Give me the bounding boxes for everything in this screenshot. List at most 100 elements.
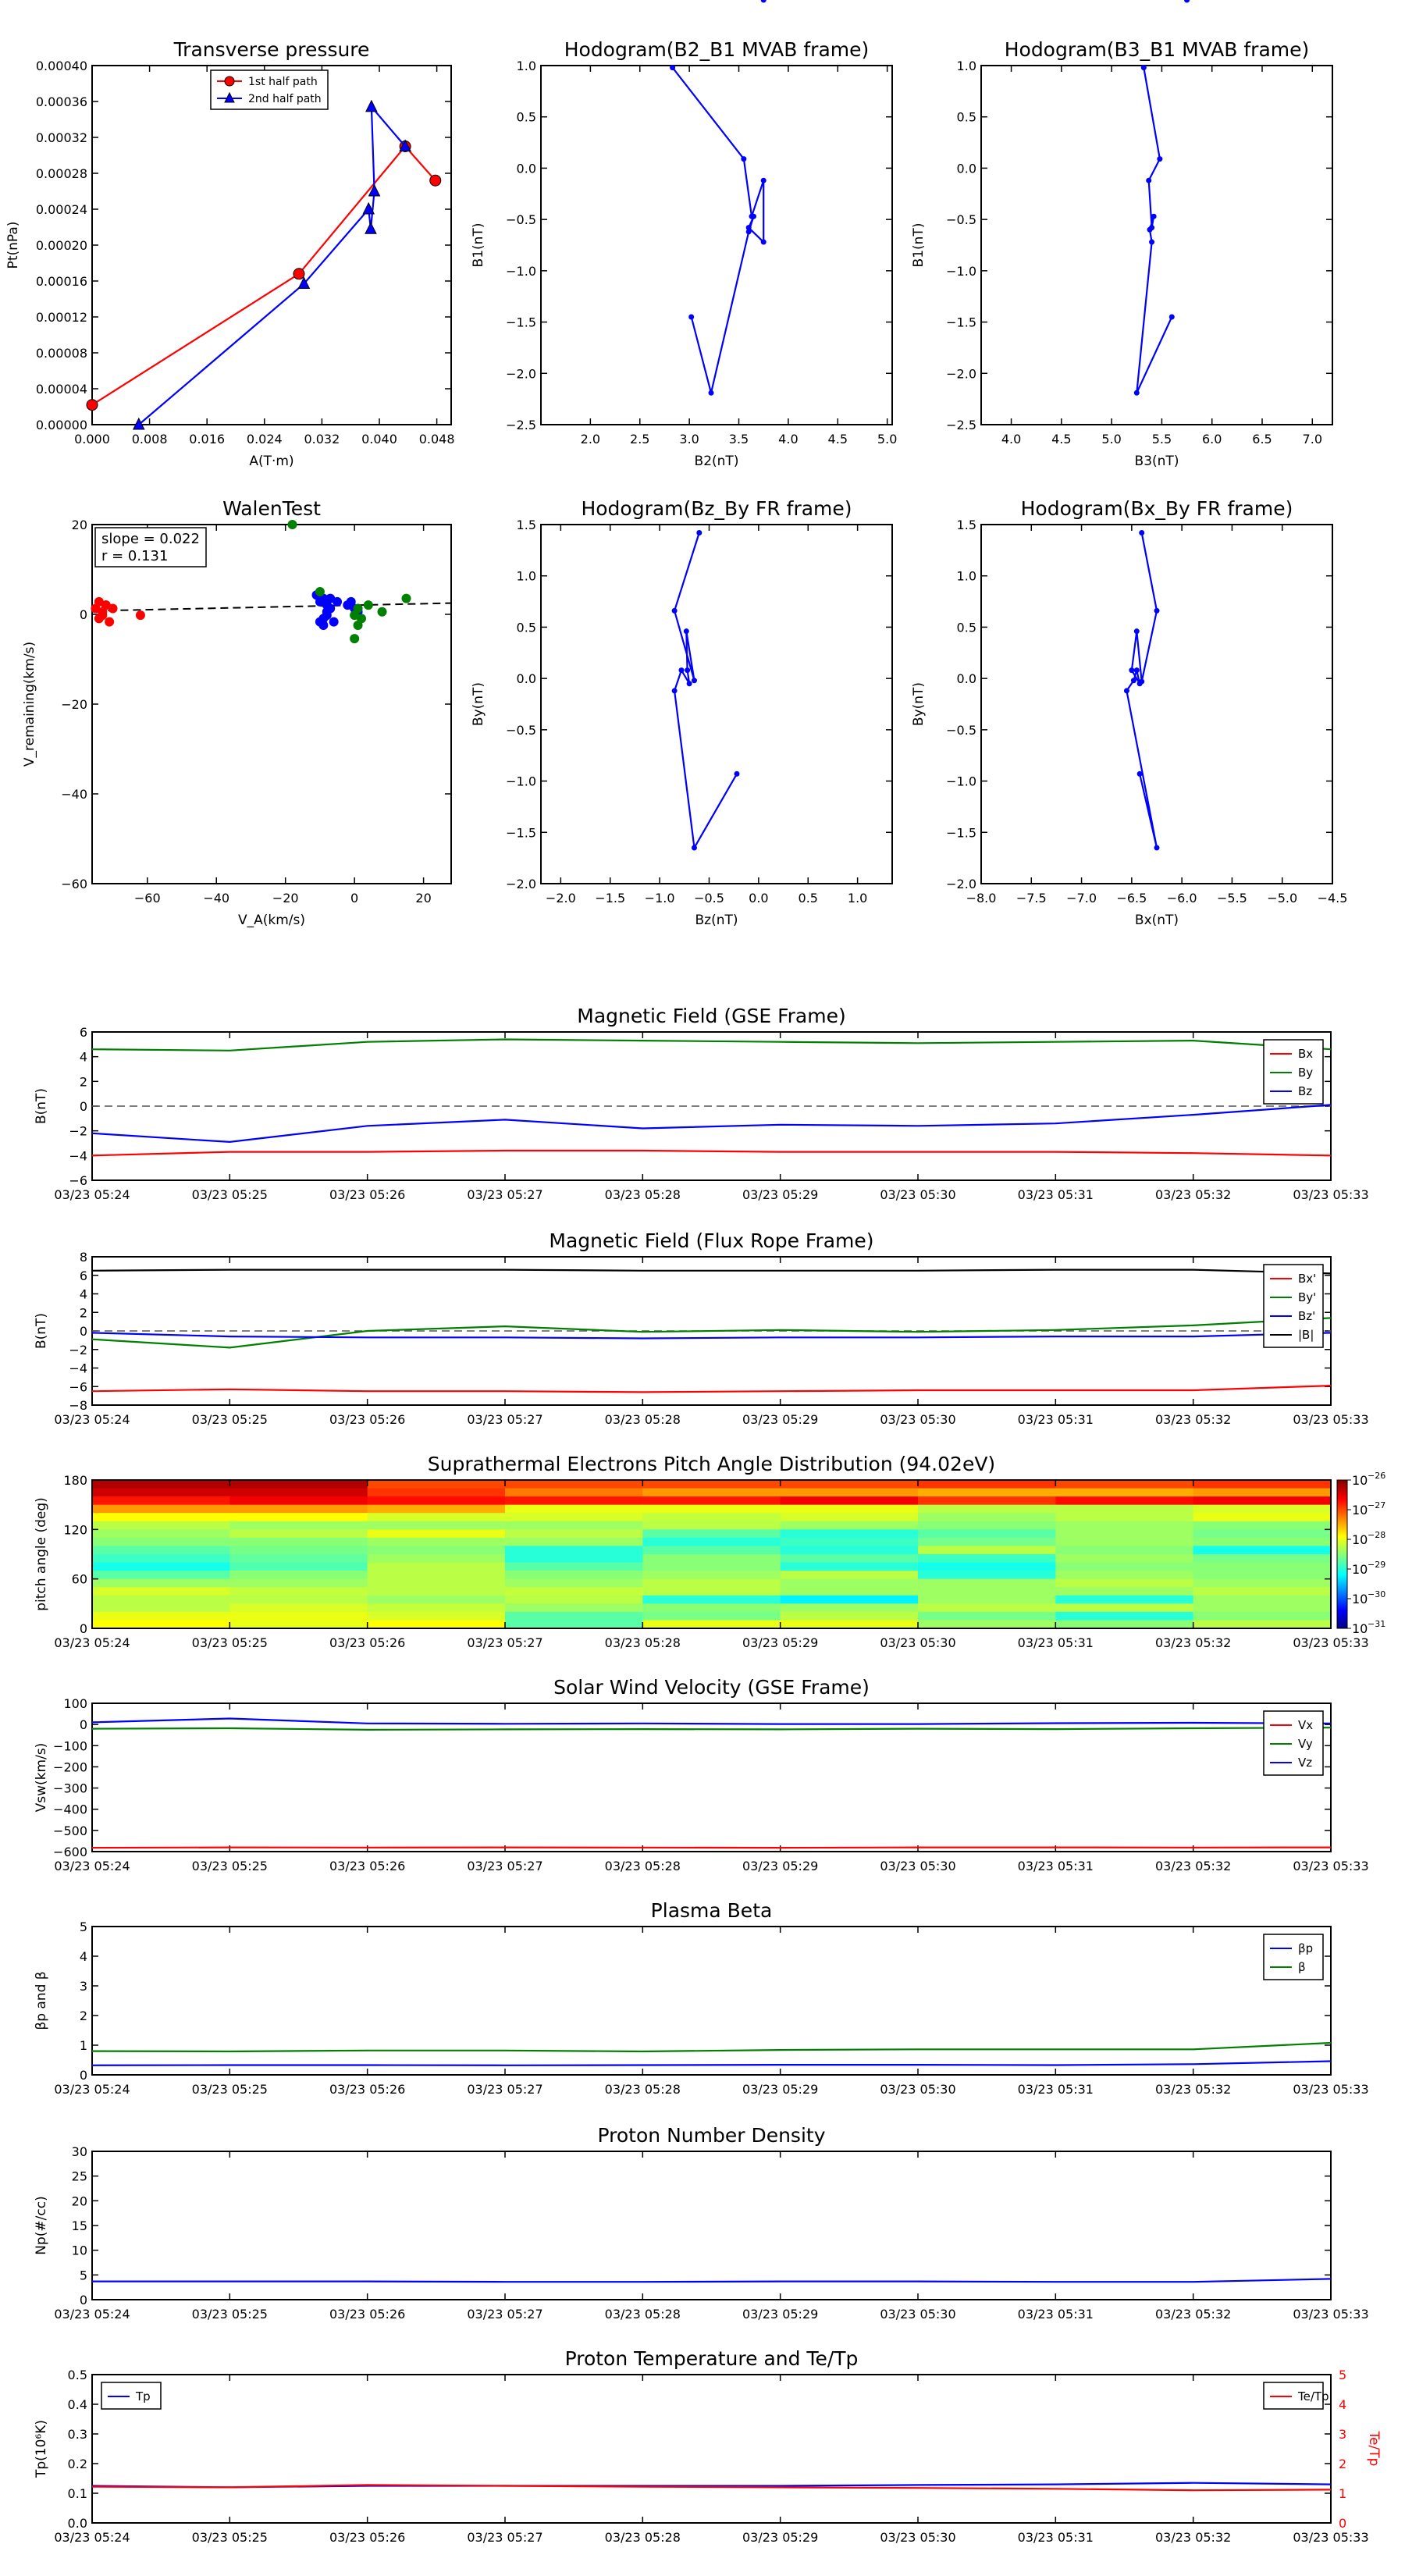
- time-tick-label: 03/23 05:28: [605, 1187, 681, 1202]
- y-tick-label: −1.0: [946, 264, 976, 279]
- heatmap-cell: [367, 1480, 506, 1489]
- x-tick-label: 1.0: [848, 891, 867, 906]
- series-line: [91, 1038, 1332, 1051]
- plot-frame: [980, 65, 1333, 425]
- y-tick-label: 0.00008: [36, 346, 87, 361]
- y-tick-label: −500: [53, 1823, 87, 1838]
- heatmap-cell: [918, 1571, 1056, 1580]
- y-tick-label: 5: [80, 2268, 87, 2282]
- x-tick-label: 0.040: [361, 432, 397, 447]
- y-tick-label: 4: [80, 1050, 87, 1065]
- data-point: [293, 268, 305, 280]
- hodogram-point: [1146, 177, 1152, 183]
- heatmap-cell: [92, 1578, 230, 1588]
- time-tick-label: 03/23 05:27: [467, 2530, 542, 2545]
- heatmap-cell: [505, 1587, 643, 1596]
- time-tick-label: 03/23 05:28: [605, 1635, 681, 1650]
- scatter-point: [98, 610, 108, 621]
- hodogram-point: [1157, 156, 1163, 162]
- time-tick-label: 03/23 05:32: [1155, 1635, 1231, 1650]
- legend-marker: [224, 91, 235, 103]
- y-tick-label: −6: [69, 1173, 87, 1188]
- y-tick-label: −1.0: [506, 774, 536, 789]
- scatter-point: [318, 620, 329, 630]
- y-tick-label: 0.5: [517, 620, 536, 635]
- y-tick-label: 5: [80, 1920, 87, 1934]
- time-tick-label: 03/23 05:26: [329, 1635, 405, 1650]
- y-tick-label: −2.5: [946, 418, 976, 432]
- heatmap-cell: [92, 1554, 230, 1564]
- series-line: [91, 1385, 1332, 1393]
- y-tick-label: −4: [69, 1148, 87, 1163]
- x-tick-label: 0.0: [749, 891, 768, 906]
- x-tick-label: 0: [350, 891, 358, 906]
- y-tick-label: 0.00036: [36, 94, 87, 109]
- heatmap-cell: [918, 1620, 1056, 1629]
- y-tick-label: −2.0: [946, 877, 976, 891]
- x-tick-label: −6.5: [1116, 891, 1147, 906]
- time-tick-label: 03/23 05:31: [1018, 1412, 1094, 1427]
- x-tick-label: −20: [272, 891, 299, 906]
- heatmap-cell: [92, 1529, 230, 1539]
- heatmap-cell: [918, 1611, 1056, 1621]
- series-line: [92, 2278, 1332, 2283]
- time-tick-label: 03/23 05:24: [54, 2530, 130, 2545]
- heatmap-cell: [229, 1504, 368, 1514]
- heatmap-cell: [1055, 1587, 1194, 1596]
- y-tick-label: −1.5: [506, 315, 536, 330]
- hodogram-point: [1151, 213, 1157, 219]
- heatmap-cell: [780, 1571, 919, 1580]
- time-tick-label: 03/23 05:32: [1155, 2307, 1231, 2322]
- y-tick-label: 0.00040: [36, 59, 87, 73]
- y-tick-label: −2: [69, 1343, 87, 1357]
- heatmap-cell: [92, 1521, 230, 1530]
- y-tick-label: −1.5: [946, 825, 976, 840]
- time-tick-label: 03/23 05:25: [192, 1635, 268, 1650]
- heatmap-cell: [367, 1488, 506, 1497]
- y-tick-label: 0: [80, 2293, 87, 2307]
- heatmap-cell: [505, 1504, 643, 1514]
- chart-title: Hodogram(Bx_By FR frame): [1021, 497, 1293, 520]
- y-tick-label: 0.00024: [36, 202, 87, 217]
- y-tick-label: 0.1: [68, 2486, 87, 2501]
- scatter-point: [350, 610, 360, 621]
- heatmap-cell: [780, 1488, 919, 1497]
- hodogram-point: [745, 229, 752, 235]
- heatmap-cell: [1055, 1504, 1194, 1514]
- y-tick-label: 20: [72, 2194, 87, 2208]
- heatmap-cell: [367, 1546, 506, 1555]
- heatmap-cell: [918, 1488, 1056, 1497]
- series-line: [91, 2041, 1332, 2053]
- heatmap-cell: [918, 1562, 1056, 1571]
- heatmap-cell: [1193, 1603, 1332, 1613]
- x-tick-label: 2.0: [581, 432, 600, 447]
- data-point: [365, 99, 378, 112]
- heatmap-cell: [1193, 1578, 1332, 1588]
- hodogram-point: [1133, 390, 1140, 396]
- series-line: [91, 1727, 1332, 1731]
- hodogram-point: [671, 607, 678, 614]
- hodogram-point: [1133, 667, 1140, 674]
- heatmap-cell: [918, 1603, 1056, 1613]
- y-axis-label: By(nT): [471, 682, 486, 726]
- heatmap-cell: [918, 1521, 1056, 1530]
- hodogram-point: [1139, 530, 1145, 536]
- y-axis-label-right: Te/Tp: [1366, 2431, 1382, 2467]
- heatmap-cell: [505, 1571, 643, 1580]
- y-tick-label: 0: [80, 1717, 87, 1732]
- x-tick-label: 0.5: [799, 891, 818, 906]
- series-line: [91, 1149, 1332, 1157]
- heatmap-cell: [229, 1546, 368, 1555]
- heatmap-cell: [1193, 1562, 1332, 1571]
- series-line: [91, 1104, 1332, 1144]
- heatmap-cell: [367, 1571, 506, 1580]
- heatmap-cell: [229, 1537, 368, 1547]
- time-tick-label: 03/23 05:24: [54, 1859, 130, 1873]
- plot-frame: [91, 2374, 1332, 2524]
- hodogram-point: [760, 177, 767, 183]
- heatmap-cell: [642, 1480, 781, 1489]
- time-tick-label: 03/23 05:27: [467, 2307, 542, 2322]
- y-axis-label: pitch angle (deg): [34, 1497, 49, 1611]
- hodogram-point: [683, 628, 689, 635]
